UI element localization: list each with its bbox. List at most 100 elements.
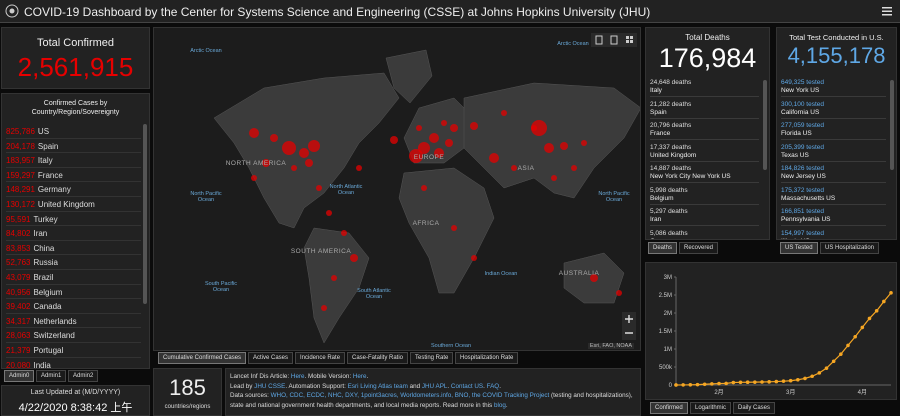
- tab[interactable]: Logarithmic: [690, 402, 732, 414]
- bubble[interactable]: [450, 124, 458, 132]
- bubble[interactable]: [326, 210, 332, 216]
- list-row[interactable]: 17,337 deaths United Kingdom: [650, 141, 759, 162]
- list-row[interactable]: 24,648 deaths Italy: [650, 76, 759, 97]
- tab[interactable]: Admin0: [4, 370, 35, 382]
- tab[interactable]: Deaths: [648, 242, 678, 254]
- list-row[interactable]: 300,100 tested California US: [781, 98, 886, 119]
- bubble[interactable]: [350, 254, 358, 262]
- tab[interactable]: Hospitalization Rate: [455, 352, 519, 364]
- list-row[interactable]: 5,297 deaths Iran: [650, 205, 759, 226]
- bubble[interactable]: [489, 153, 499, 163]
- country-row[interactable]: 20,080 India: [6, 358, 141, 368]
- bubble[interactable]: [291, 165, 297, 171]
- country-row[interactable]: 40,956 Belgium: [6, 285, 141, 300]
- scrollbar[interactable]: [143, 124, 147, 304]
- bubble[interactable]: [341, 230, 347, 236]
- link[interactable]: JHU CSSE: [254, 382, 286, 390]
- bubble[interactable]: [571, 165, 577, 171]
- tab[interactable]: Cumulative Confirmed Cases: [158, 352, 247, 364]
- country-row[interactable]: 183,957 Italy: [6, 153, 141, 168]
- list-row[interactable]: 166,851 tested Pennsylvania US: [781, 205, 886, 226]
- list-row[interactable]: 20,796 deaths France: [650, 119, 759, 140]
- menu[interactable]: [882, 7, 892, 16]
- bubble[interactable]: [544, 143, 554, 153]
- bubble[interactable]: [249, 128, 259, 138]
- link[interactable]: FAQ: [486, 382, 500, 390]
- bubble[interactable]: [560, 142, 568, 150]
- country-row[interactable]: 83,853 China: [6, 241, 141, 256]
- bubble[interactable]: [390, 136, 398, 144]
- bubble[interactable]: [590, 274, 598, 282]
- country-row[interactable]: 52,763 Russia: [6, 255, 141, 270]
- bubble[interactable]: [321, 305, 327, 311]
- list-row[interactable]: 277,059 tested Florida US: [781, 119, 886, 140]
- link[interactable]: Esri Living Atlas team: [347, 382, 408, 390]
- bubble[interactable]: [451, 225, 457, 231]
- map-tools[interactable]: [591, 33, 637, 47]
- bubble[interactable]: [421, 185, 427, 191]
- bubble[interactable]: [551, 175, 557, 181]
- list-row[interactable]: 5,998 deaths Belgium: [650, 184, 759, 205]
- country-row[interactable]: 825,786 US: [6, 124, 141, 139]
- link[interactable]: blog: [493, 401, 506, 409]
- list-row[interactable]: 14,887 deaths New York City New York US: [650, 162, 759, 183]
- bubble[interactable]: [616, 290, 622, 296]
- country-row[interactable]: 204,178 Spain: [6, 139, 141, 154]
- bubble[interactable]: [409, 149, 423, 163]
- bubble[interactable]: [270, 134, 278, 142]
- bubble[interactable]: [331, 275, 337, 281]
- bubble[interactable]: [501, 110, 507, 116]
- bubble[interactable]: [416, 125, 422, 131]
- tab[interactable]: Incidence Rate: [295, 352, 346, 364]
- country-row[interactable]: 21,379 Portugal: [6, 343, 141, 358]
- list-row[interactable]: 649,325 tested New York US: [781, 76, 886, 97]
- list-row[interactable]: 5,086 deathsGermany: [650, 227, 759, 240]
- zoom[interactable]: [622, 312, 636, 340]
- link[interactable]: WHO, CDC, ECDC, NHC, DXY, 1point3acres, …: [270, 392, 550, 399]
- bubble[interactable]: [356, 165, 362, 171]
- bubble[interactable]: [434, 148, 444, 158]
- country-row[interactable]: 130,172 United Kingdom: [6, 197, 141, 212]
- tab[interactable]: Active Cases: [248, 352, 294, 364]
- list-row[interactable]: 175,372 tested Massachusetts US: [781, 184, 886, 205]
- bubble[interactable]: [305, 159, 313, 167]
- map[interactable]: Arctic Ocean Arctic Ocean NORTH AMERICA EUR…: [153, 27, 641, 351]
- list-row[interactable]: 184,826 tested New Jersey US: [781, 162, 886, 183]
- country-row[interactable]: 43,079 Brazil: [6, 270, 141, 285]
- country-row[interactable]: 28,063 Switzerland: [6, 328, 141, 343]
- country-row[interactable]: 34,317 Netherlands: [6, 314, 141, 329]
- list-row[interactable]: 21,282 deaths Spain: [650, 98, 759, 119]
- tab[interactable]: Case-Fatality Ratio: [347, 352, 409, 364]
- bubble[interactable]: [429, 133, 439, 143]
- bubble[interactable]: [445, 139, 453, 147]
- scrollbar[interactable]: [763, 80, 767, 170]
- link[interactable]: Contact US: [450, 382, 484, 390]
- bubble[interactable]: [418, 142, 430, 154]
- bubble[interactable]: [262, 159, 270, 167]
- country-row[interactable]: 159,297 France: [6, 168, 141, 183]
- bubble[interactable]: [282, 141, 296, 155]
- bubble[interactable]: [470, 122, 478, 130]
- scrollbar[interactable]: [890, 80, 894, 170]
- bubble[interactable]: [531, 120, 547, 136]
- bubble[interactable]: [308, 140, 320, 152]
- tab[interactable]: US Hospitalization: [820, 242, 880, 254]
- tab[interactable]: Daily Cases: [733, 402, 776, 414]
- bubble[interactable]: [251, 175, 257, 181]
- tab[interactable]: Testing Rate: [410, 352, 454, 364]
- tab[interactable]: Confirmed: [650, 402, 688, 414]
- link[interactable]: JHU APL: [421, 382, 448, 390]
- tab[interactable]: Recovered: [679, 242, 719, 254]
- list-row[interactable]: 154,997 testedIllinois US: [781, 227, 886, 240]
- country-row[interactable]: 148,291 Germany: [6, 182, 141, 197]
- country-row[interactable]: 39,402 Canada: [6, 299, 141, 314]
- country-row[interactable]: 84,802 Iran: [6, 226, 141, 241]
- list-row[interactable]: 205,399 tested Texas US: [781, 141, 886, 162]
- tab[interactable]: Admin2: [68, 370, 99, 382]
- bubble[interactable]: [471, 255, 477, 261]
- link[interactable]: Here: [290, 373, 305, 380]
- bubble[interactable]: [581, 140, 587, 146]
- link[interactable]: Here: [352, 373, 367, 380]
- bubble[interactable]: [316, 185, 322, 191]
- bubble[interactable]: [441, 120, 447, 126]
